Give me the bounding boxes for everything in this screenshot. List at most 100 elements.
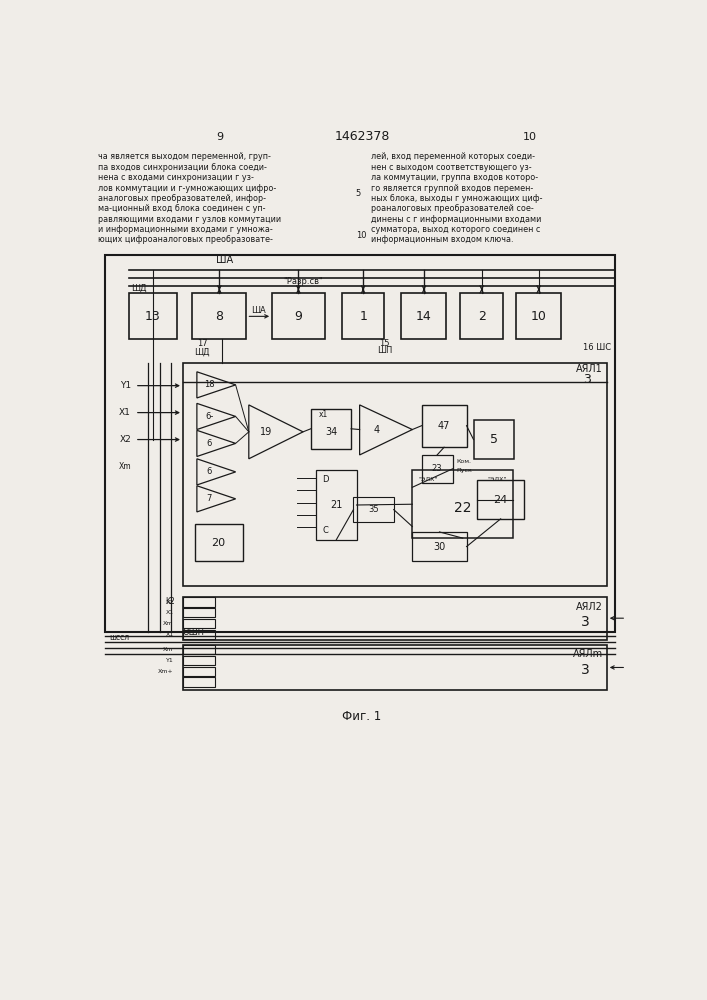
Text: 17: 17 <box>197 339 207 348</box>
Text: АЯЛ1: АЯЛ1 <box>576 364 603 374</box>
Text: 10: 10 <box>531 310 547 323</box>
Text: X1: X1 <box>165 610 174 615</box>
Text: 7: 7 <box>206 494 212 503</box>
Text: X1: X1 <box>119 408 131 417</box>
Text: 5: 5 <box>490 433 498 446</box>
Text: 1462378: 1462378 <box>334 130 390 143</box>
Bar <box>412 532 467 561</box>
Text: Y1: Y1 <box>166 658 174 663</box>
Text: ма-ционный вход блока соединен с уп-: ма-ционный вход блока соединен с уп- <box>98 204 265 213</box>
Text: 6: 6 <box>206 467 212 476</box>
Text: ША: ША <box>216 255 233 265</box>
Text: лей, вход переменной которых соеди-: лей, вход переменной которых соеди- <box>371 152 535 161</box>
Text: 1: 1 <box>359 310 367 323</box>
Text: "Разр.св": "Разр.св" <box>284 277 323 286</box>
Text: 3: 3 <box>581 615 590 629</box>
Text: 19: 19 <box>259 427 272 437</box>
Text: x1: x1 <box>319 410 328 419</box>
Text: 15: 15 <box>379 339 390 348</box>
Text: ных блока, выходы г умножающих циф-: ных блока, выходы г умножающих циф- <box>371 194 543 203</box>
Text: ША: ША <box>252 306 267 315</box>
Text: и информационными входами г умножа-: и информационными входами г умножа- <box>98 225 272 234</box>
Bar <box>516 293 561 339</box>
Text: 14: 14 <box>416 310 432 323</box>
Text: Ком.: Ком. <box>457 459 472 464</box>
Text: 2: 2 <box>478 310 486 323</box>
Text: го является группой входов перемен-: го является группой входов перемен- <box>371 184 534 193</box>
Text: лов коммутации и г-умножающих цифро-: лов коммутации и г-умножающих цифро- <box>98 184 276 193</box>
Bar <box>183 597 216 607</box>
Text: сумматора, выход которого соединен с: сумматора, выход которого соединен с <box>371 225 541 234</box>
Text: ча является выходом переменной, груп-: ча является выходом переменной, груп- <box>98 152 271 161</box>
Text: шссл: шссл <box>110 633 129 642</box>
Bar <box>183 667 216 676</box>
Text: 18: 18 <box>204 380 215 389</box>
Text: K2: K2 <box>165 597 175 606</box>
Bar <box>129 293 177 339</box>
Text: X1: X1 <box>165 632 174 637</box>
Text: 23: 23 <box>432 464 443 473</box>
Text: C: C <box>322 526 328 535</box>
Text: 6-: 6- <box>205 412 214 421</box>
Bar <box>183 645 607 690</box>
Bar <box>105 255 614 632</box>
Text: 3: 3 <box>581 663 590 677</box>
Text: 20: 20 <box>211 538 226 548</box>
Text: 8: 8 <box>216 310 223 323</box>
Bar <box>412 470 513 538</box>
Bar <box>354 497 394 522</box>
Text: нен с выходом соответствующего уз-: нен с выходом соответствующего уз- <box>371 163 532 172</box>
Text: Фиг. 1: Фиг. 1 <box>342 710 382 723</box>
Bar <box>183 645 216 654</box>
Bar <box>183 677 216 687</box>
Bar <box>421 455 452 483</box>
Text: Xm: Xm <box>118 462 131 471</box>
Text: ла коммутации, группа входов которо-: ла коммутации, группа входов которо- <box>371 173 538 182</box>
Text: ОШП: ОШП <box>183 628 205 637</box>
Bar <box>474 420 514 459</box>
Text: равляющими входами г узлов коммутации: равляющими входами г узлов коммутации <box>98 215 281 224</box>
Text: АЯЛ2: АЯЛ2 <box>576 602 603 612</box>
Text: нена с входами синхронизации г уз-: нена с входами синхронизации г уз- <box>98 173 254 182</box>
Bar <box>341 293 385 339</box>
Text: ШД: ШД <box>194 347 210 356</box>
Bar <box>183 619 216 628</box>
Text: Xm+: Xm+ <box>158 669 174 674</box>
Bar <box>460 293 503 339</box>
Bar <box>183 597 607 640</box>
Text: ШП: ШП <box>377 346 392 355</box>
Bar <box>402 293 446 339</box>
Text: Xm: Xm <box>163 647 174 652</box>
Text: 4: 4 <box>373 425 380 435</box>
Bar <box>311 409 351 449</box>
Bar <box>194 524 243 561</box>
Bar <box>477 480 524 519</box>
Text: ШД: ШД <box>131 283 146 292</box>
Text: 5: 5 <box>356 189 361 198</box>
Text: аналоговых преобразователей, инфор-: аналоговых преобразователей, инфор- <box>98 194 266 203</box>
Text: 9: 9 <box>294 310 303 323</box>
Bar <box>421 405 467 447</box>
Text: динены с г информационными входами: динены с г информационными входами <box>371 215 542 224</box>
Text: ющих цифроаналоговых преобразовате-: ющих цифроаналоговых преобразовате- <box>98 235 273 244</box>
Text: 6: 6 <box>206 439 212 448</box>
Text: 35: 35 <box>368 505 379 514</box>
Text: информационным входом ключа.: информационным входом ключа. <box>371 235 514 244</box>
Text: "ЭЛХ": "ЭЛХ" <box>488 477 507 482</box>
Bar <box>183 363 607 586</box>
Text: 34: 34 <box>325 427 337 437</box>
Bar <box>183 608 216 617</box>
Text: Y1: Y1 <box>120 381 131 390</box>
Text: АЯЛm: АЯЛm <box>573 649 603 659</box>
Text: 22: 22 <box>454 501 472 515</box>
Bar <box>316 470 356 540</box>
Text: 10: 10 <box>356 231 366 240</box>
Text: па входов синхронизации блока соеди-: па входов синхронизации блока соеди- <box>98 163 267 172</box>
Text: роаналоговых преобразователей сое-: роаналоговых преобразователей сое- <box>371 204 534 213</box>
Bar <box>272 293 325 339</box>
Text: X2: X2 <box>119 435 131 444</box>
Text: 24: 24 <box>493 495 508 505</box>
Text: 47: 47 <box>438 421 450 431</box>
Bar <box>183 656 216 665</box>
Text: D: D <box>322 475 329 484</box>
